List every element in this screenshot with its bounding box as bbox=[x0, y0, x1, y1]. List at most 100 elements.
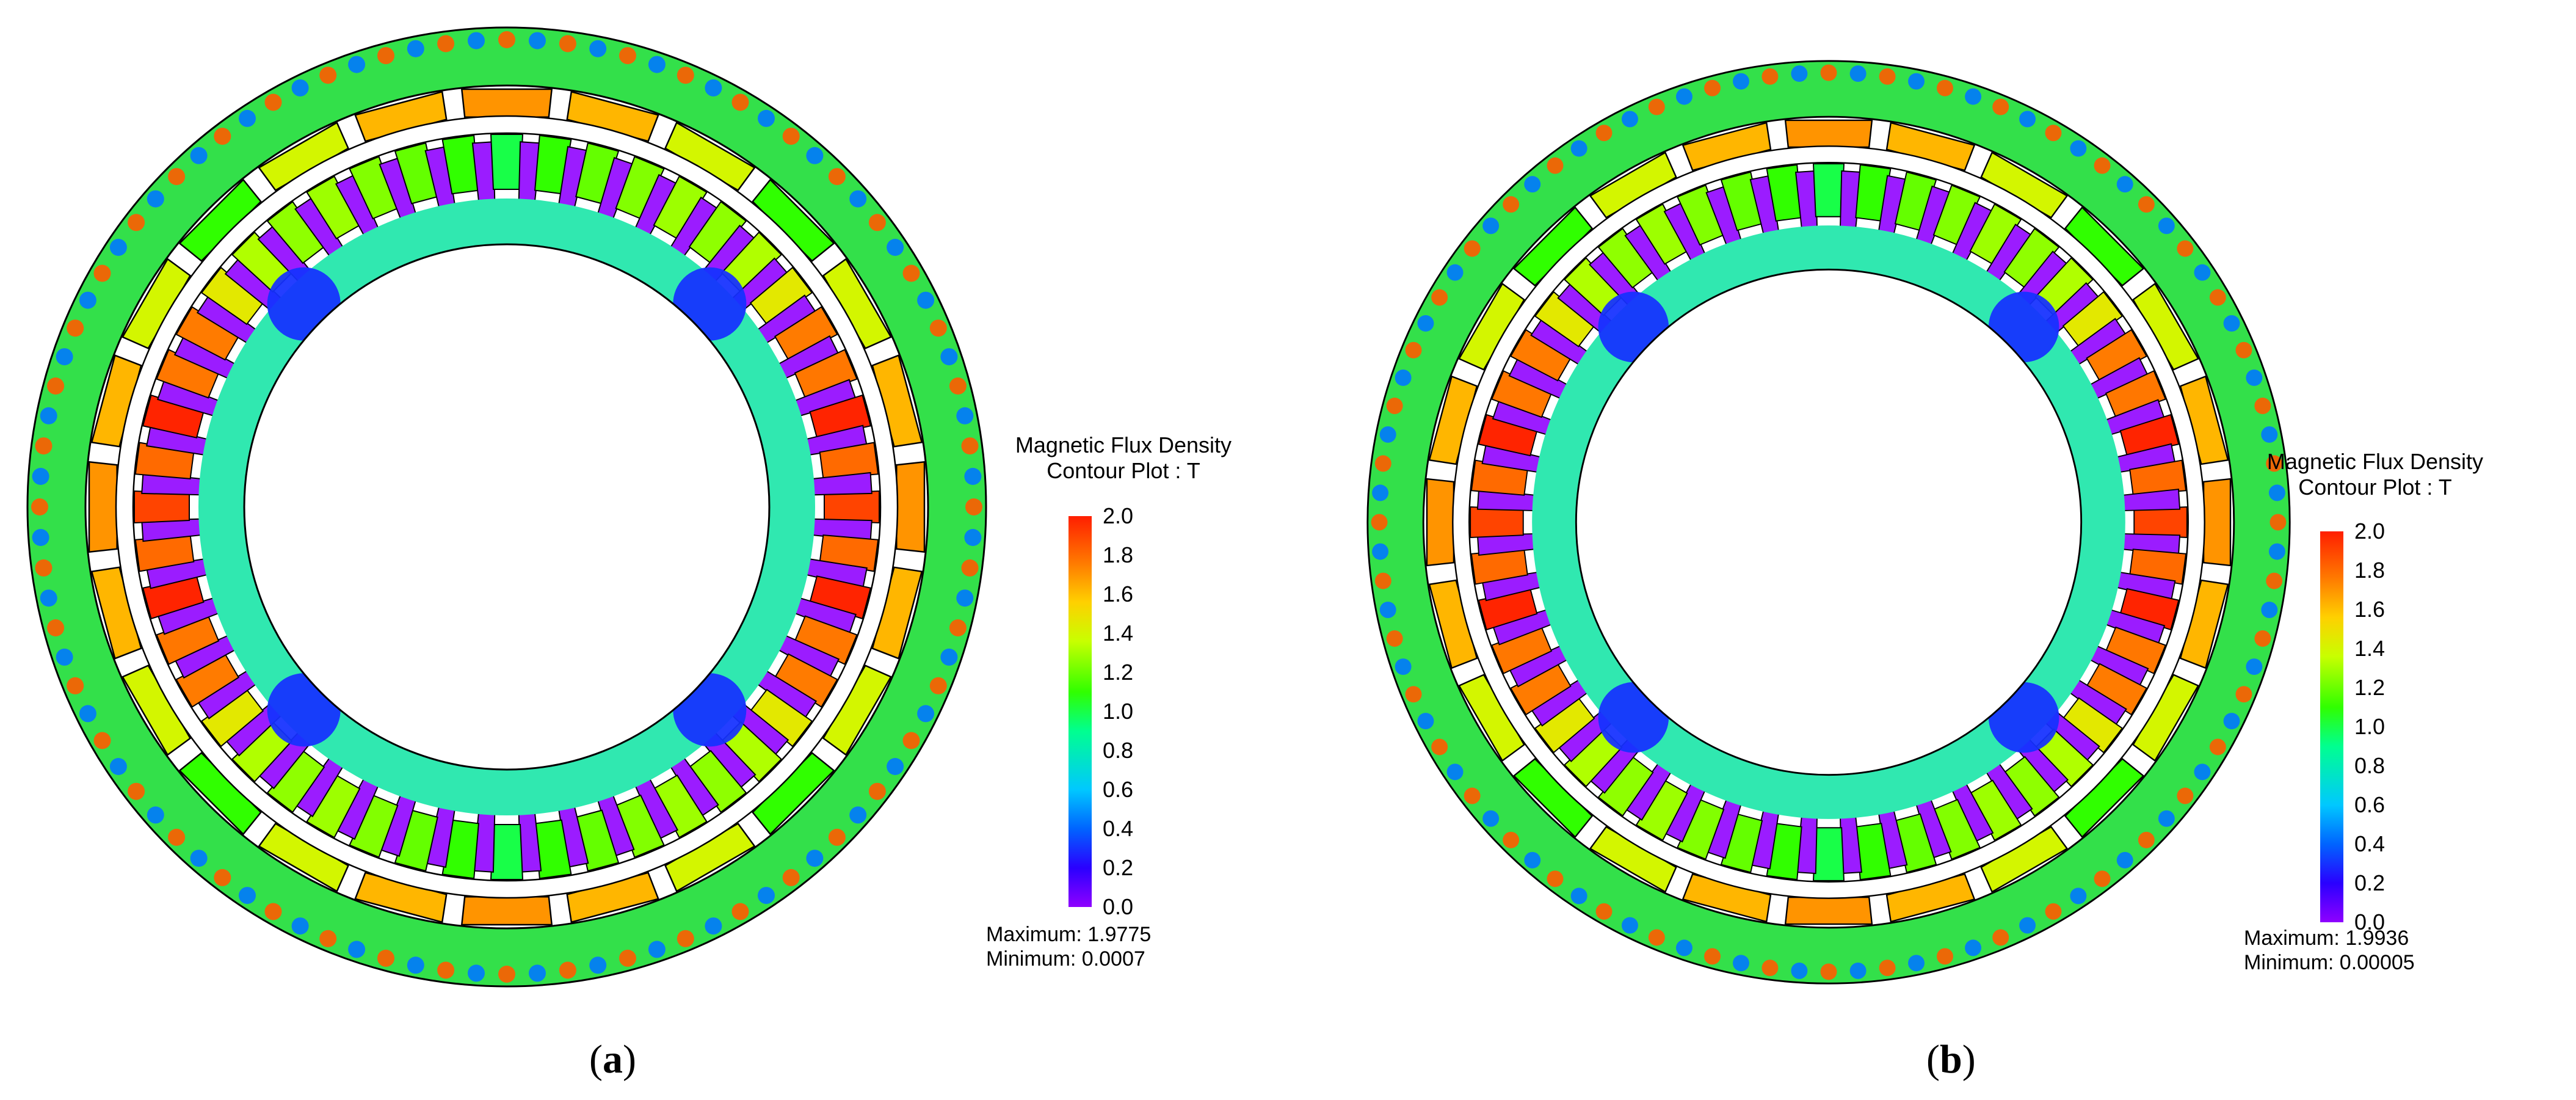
rim-flux-spot bbox=[917, 705, 935, 723]
stator-tooth bbox=[653, 175, 708, 240]
stator-tooth bbox=[1969, 779, 2022, 842]
rim-flux-spot bbox=[498, 966, 515, 983]
colorbar-tick-label: 2.0 bbox=[1103, 503, 1134, 528]
rim-flux-spot bbox=[2246, 658, 2263, 676]
stator-tooth bbox=[200, 688, 264, 748]
rim-flux-spot bbox=[1379, 602, 1396, 619]
rim-flux-spot bbox=[1371, 514, 1388, 531]
stator-tooth bbox=[2133, 506, 2188, 539]
rim-flux-spot bbox=[1595, 903, 1613, 920]
rim-flux-spot bbox=[190, 850, 208, 867]
rim-flux-spot bbox=[407, 956, 424, 974]
stator-tooth bbox=[2119, 588, 2180, 631]
rim-flux-spot bbox=[1374, 572, 1391, 589]
rim-flux-spot bbox=[1820, 64, 1837, 81]
rim-flux-spot bbox=[319, 67, 337, 84]
rim-flux-spot bbox=[1849, 65, 1867, 82]
colorbar-tick-label: 0.8 bbox=[1103, 738, 1134, 763]
rim-flux-spot bbox=[35, 559, 53, 577]
rim-flux-spot bbox=[902, 732, 920, 749]
rim-flux-spot bbox=[1405, 686, 1422, 703]
rim-flux-spot bbox=[1675, 939, 1693, 956]
stator-tooth bbox=[156, 349, 220, 399]
maximum-value: Maximum: 1.9775 bbox=[986, 923, 1152, 946]
rim-flux-spot bbox=[619, 47, 636, 65]
stator-tooth bbox=[688, 200, 747, 264]
rim-flux-spot bbox=[1879, 68, 1896, 85]
stator-tooth bbox=[1676, 798, 1725, 860]
rim-flux-spot bbox=[868, 782, 886, 800]
stator-tooth bbox=[441, 819, 479, 880]
rim-flux-spot bbox=[2209, 738, 2226, 756]
rotor-magnet bbox=[1784, 896, 1873, 925]
stator-tooth bbox=[824, 490, 880, 524]
rim-flux-spot bbox=[214, 128, 231, 145]
rim-flux-spot bbox=[648, 941, 666, 958]
stator-tooth bbox=[175, 653, 240, 708]
rim-flux-spot bbox=[705, 79, 722, 97]
rim-flux-spot bbox=[677, 67, 694, 84]
rim-flux-spot bbox=[2266, 455, 2283, 472]
stator-tooth bbox=[266, 200, 325, 264]
rim-flux-spot bbox=[917, 291, 935, 309]
rim-flux-spot bbox=[1704, 948, 1721, 965]
panel-caption: (b) bbox=[1926, 1037, 1976, 1082]
rim-flux-spot bbox=[1503, 831, 1520, 848]
colorbar-tick-label: 0.4 bbox=[1103, 816, 1134, 841]
motor-cross-section bbox=[1366, 60, 2291, 985]
rim-flux-spot bbox=[940, 648, 958, 666]
stator-tooth bbox=[1969, 203, 2022, 265]
stator-tooth bbox=[1720, 813, 1763, 873]
rim-flux-spot bbox=[949, 619, 967, 636]
rim-flux-spot bbox=[1761, 68, 1779, 85]
stator-tooth bbox=[134, 534, 195, 572]
stator-tooth bbox=[1491, 370, 1553, 418]
stator-tooth bbox=[394, 809, 438, 872]
stator-tooth bbox=[749, 688, 813, 748]
rotor-magnet bbox=[460, 896, 553, 926]
stator-bore bbox=[1575, 268, 2083, 776]
rim-flux-spot bbox=[168, 168, 186, 186]
stator-tooth bbox=[175, 306, 240, 361]
rim-flux-spot bbox=[1386, 630, 1403, 647]
stator-tooth bbox=[774, 653, 838, 708]
stator-tooth bbox=[142, 394, 205, 439]
rim-flux-spot bbox=[731, 93, 749, 111]
rim-flux-spot bbox=[1446, 763, 1464, 781]
rim-flux-spot bbox=[1372, 484, 1389, 501]
legend-title-line1: Magnetic Flux Density bbox=[1015, 432, 1232, 457]
rim-flux-spot bbox=[1761, 960, 1779, 977]
rim-flux-spot bbox=[1524, 851, 1541, 869]
rim-flux-spot bbox=[964, 529, 982, 546]
stator-tooth bbox=[306, 774, 361, 839]
rim-flux-spot bbox=[2261, 426, 2278, 443]
motor-cross-section bbox=[26, 26, 987, 988]
stator-tooth bbox=[749, 266, 813, 326]
rim-flux-spot bbox=[758, 887, 775, 905]
stator-tooth bbox=[2129, 459, 2187, 496]
stator-tooth bbox=[1676, 184, 1725, 246]
rim-flux-spot bbox=[1648, 98, 1665, 115]
rim-flux-spot bbox=[190, 147, 208, 164]
rim-flux-spot bbox=[2094, 157, 2111, 174]
rim-flux-spot bbox=[1417, 315, 1434, 332]
stator-tooth bbox=[156, 615, 220, 665]
rim-flux-spot bbox=[961, 559, 979, 577]
rim-flux-spot bbox=[239, 887, 256, 905]
rim-flux-spot bbox=[437, 35, 455, 53]
stator-slot bbox=[2121, 488, 2181, 512]
colorbar bbox=[1068, 516, 1092, 907]
rim-flux-spot bbox=[1417, 713, 1434, 730]
stator-tooth bbox=[2086, 329, 2148, 382]
stator-tooth bbox=[1597, 227, 1654, 289]
rim-flux-spot bbox=[806, 147, 824, 164]
stator-tooth bbox=[2062, 697, 2124, 754]
colorbar-tick-label: 1.2 bbox=[1103, 660, 1134, 685]
stator-tooth bbox=[1766, 823, 1802, 881]
rim-flux-spot bbox=[1704, 79, 1721, 97]
stator-tooth bbox=[1534, 697, 1595, 754]
colorbar-tick-label: 0.6 bbox=[1103, 777, 1134, 802]
rotor-yoke bbox=[1366, 60, 2291, 985]
rim-flux-spot bbox=[849, 190, 867, 208]
stator-tooth bbox=[266, 749, 325, 814]
